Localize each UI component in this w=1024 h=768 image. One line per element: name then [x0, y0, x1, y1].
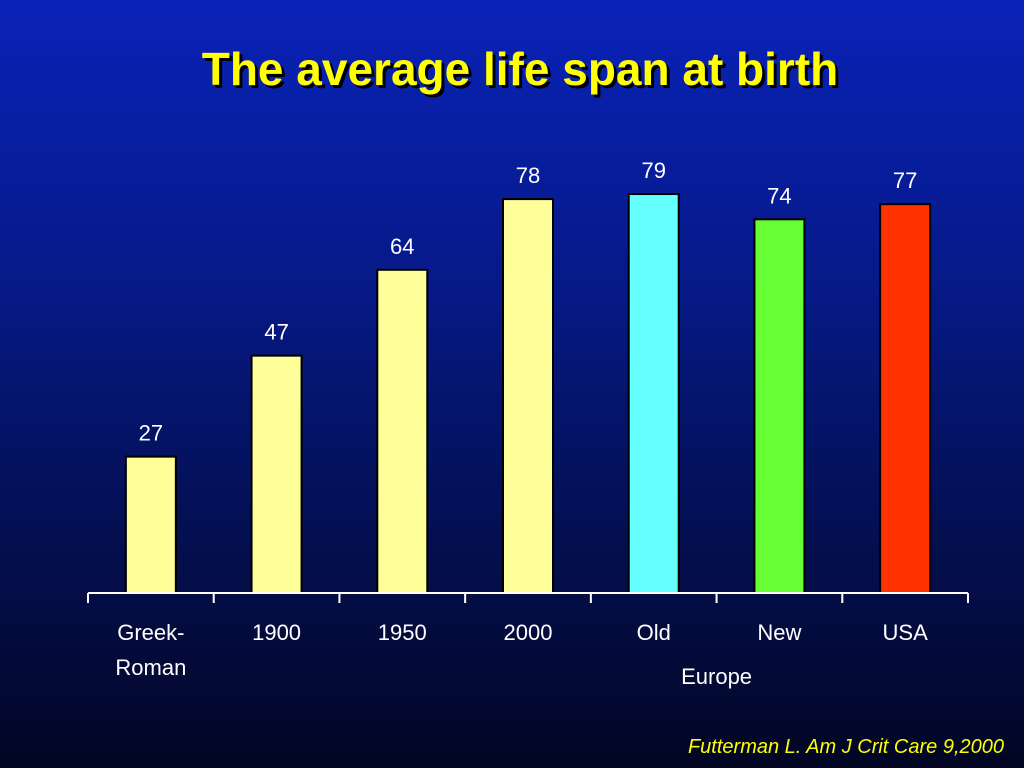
category-label-new: New	[757, 620, 801, 645]
chart-title: The average life span at birth	[201, 43, 839, 95]
value-label-1900: 47	[264, 320, 288, 345]
category-label-1950: 1950	[378, 620, 427, 645]
value-label-old: 79	[641, 158, 665, 183]
value-label-new: 74	[767, 183, 791, 208]
value-label-1950: 64	[390, 234, 414, 259]
category-label-usa: USA	[883, 620, 929, 645]
value-label-usa: 77	[893, 168, 917, 193]
category-label-2000: 2000	[504, 620, 553, 645]
group-label-europe: Europe	[681, 664, 752, 689]
category-label-1900: 1900	[252, 620, 301, 645]
category-label-greek-roman-line-2: Roman	[115, 655, 186, 680]
value-label-greek-roman: 27	[139, 421, 163, 446]
citation: Futterman L. Am J Crit Care 9,2000	[687, 736, 1004, 758]
bar-1900	[250, 354, 303, 594]
bar-greek-roman	[124, 455, 177, 594]
bar-usa	[879, 203, 932, 594]
value-label-2000: 78	[516, 163, 540, 188]
category-label-greek-roman-line-1: Greek-	[117, 620, 184, 645]
bar-new	[753, 218, 806, 595]
category-label-old: Old	[637, 620, 671, 645]
bar-2000	[502, 198, 554, 594]
bar-old	[627, 193, 680, 595]
bar-1950	[376, 268, 429, 594]
